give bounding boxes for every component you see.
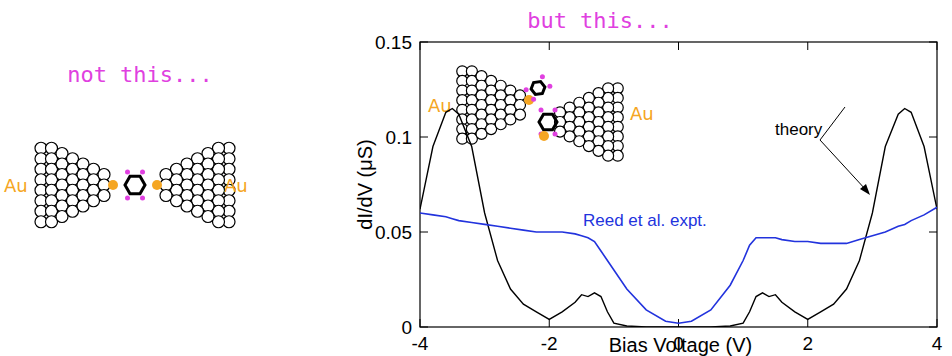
hydrogen xyxy=(125,170,130,175)
y-tick-label: 0.05 xyxy=(375,222,412,243)
electrode xyxy=(35,142,110,228)
gold-link xyxy=(152,180,162,190)
y-tick-label: 0.15 xyxy=(375,32,412,53)
x-tick xyxy=(678,42,679,50)
y-tick xyxy=(929,137,937,138)
series-line xyxy=(420,109,937,328)
hydrogen xyxy=(140,170,145,175)
x-tick xyxy=(937,42,938,50)
x-axis-label: Bias Voltage (V) xyxy=(609,334,752,356)
x-tick-label: -2 xyxy=(541,333,558,354)
chart: but this...AuAu-4-202400.050.10.15Bias V… xyxy=(354,8,943,356)
x-tick xyxy=(420,319,421,327)
series-line xyxy=(420,207,937,323)
plot-frame xyxy=(420,42,937,327)
figure: not this...AuAubut this...AuAu-4-202400.… xyxy=(0,0,952,356)
y-tick xyxy=(420,327,428,328)
y-tick xyxy=(929,232,937,233)
series-annotation: Reed et al. expt. xyxy=(583,211,707,230)
gold-link xyxy=(108,180,118,190)
atom xyxy=(98,190,110,202)
x-tick-label: 4 xyxy=(932,333,943,354)
left-panel: not this... Au Au xyxy=(4,62,248,228)
x-tick xyxy=(549,42,550,50)
inset: Au Au xyxy=(428,66,654,161)
series-group xyxy=(420,109,937,328)
arrow-head xyxy=(860,184,870,195)
chart-title: but this... xyxy=(527,8,673,33)
electrode xyxy=(555,83,624,161)
x-tick xyxy=(807,42,808,50)
hydrogen xyxy=(553,132,558,137)
atom xyxy=(160,190,172,202)
hydrogen xyxy=(539,107,544,112)
hydrogen xyxy=(553,107,558,112)
benzene-ring xyxy=(125,176,145,193)
y-tick xyxy=(929,327,937,328)
hydrogen xyxy=(140,195,145,200)
hydrogen xyxy=(531,97,536,102)
y-tick-label: 0.1 xyxy=(386,127,412,148)
x-tick-label: -4 xyxy=(412,333,429,354)
annotation-arrow xyxy=(820,140,866,190)
inset-label: Au xyxy=(630,103,654,124)
annotation-arrow xyxy=(820,107,845,140)
x-tick-label: 2 xyxy=(802,333,813,354)
hydrogen xyxy=(524,87,529,92)
hydrogen xyxy=(125,195,130,200)
caption: not this... xyxy=(67,62,213,87)
inset-label: Au xyxy=(428,95,452,116)
electrode-label: Au xyxy=(224,175,248,196)
y-axis-label: dI/dV (μS) xyxy=(354,139,376,229)
hydrogen xyxy=(547,84,552,89)
gold-link xyxy=(539,131,549,141)
series-annotation: theory xyxy=(775,120,823,139)
x-tick xyxy=(420,42,421,50)
benzene-ring xyxy=(531,82,545,95)
electrode-label: Au xyxy=(4,175,28,196)
y-tick-label: 0 xyxy=(401,317,412,338)
y-tick xyxy=(420,42,428,43)
electrode xyxy=(457,66,526,144)
hydrogen xyxy=(540,74,545,79)
y-tick xyxy=(420,232,428,233)
y-tick xyxy=(929,42,937,43)
benzene-ring xyxy=(539,114,557,130)
y-tick xyxy=(420,137,428,138)
x-tick xyxy=(937,319,938,327)
atom xyxy=(515,109,526,120)
